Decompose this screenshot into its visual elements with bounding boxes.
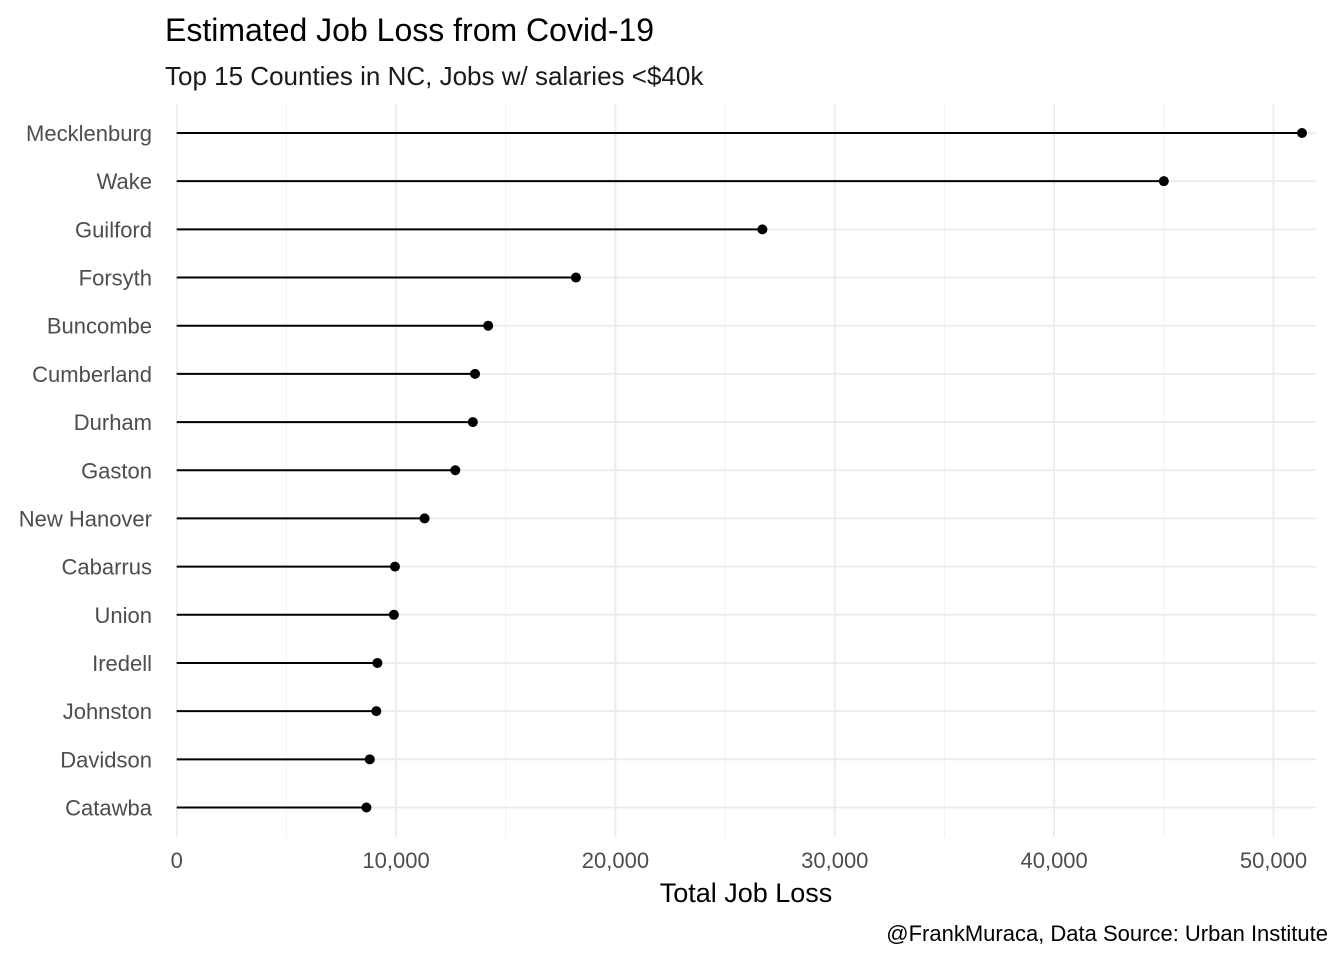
y-axis-labels: Mecklenburg Wake Guilford Forsyth Buncombe Cu…: [19, 121, 153, 821]
x-tick-label: 50,000: [1240, 848, 1307, 873]
y-tick-label: Durham: [74, 410, 152, 435]
chart-title: Estimated Job Loss from Covid-19: [165, 12, 654, 48]
y-tick-label: Gaston: [81, 458, 152, 483]
data-marks: [176, 128, 1308, 813]
lollipop-point: [388, 609, 399, 620]
lollipop-point: [757, 224, 768, 235]
y-tick-label: Cabarrus: [62, 555, 152, 580]
x-tick-label: 40,000: [1020, 848, 1087, 873]
lollipop-point: [450, 465, 461, 476]
x-tick-label: 0: [171, 848, 183, 873]
y-tick-label: Cumberland: [32, 362, 152, 387]
y-tick-label: New Hanover: [19, 506, 152, 531]
x-tick-label: 10,000: [362, 848, 429, 873]
lollipop-point: [467, 417, 478, 428]
x-axis-title: Total Job Loss: [660, 878, 833, 908]
lollipop-point: [371, 706, 382, 717]
x-axis-labels: 0 10,000 20,000 30,000 40,000 50,000: [171, 848, 1308, 873]
chart-caption: @FrankMuraca, Data Source: Urban Institu…: [886, 921, 1328, 946]
lollipop-point: [389, 561, 400, 572]
lollipop-point: [470, 368, 481, 379]
lollipop-point: [483, 320, 494, 331]
lollipop-point: [1158, 176, 1169, 187]
lollipop-point: [1297, 128, 1308, 138]
y-tick-label: Iredell: [92, 651, 152, 676]
lollipop-point: [364, 754, 375, 765]
y-tick-label: Forsyth: [79, 266, 152, 291]
y-tick-label: Davidson: [60, 747, 152, 772]
y-tick-label: Guilford: [75, 217, 152, 242]
lollipop-point: [570, 272, 581, 283]
y-tick-label: Buncombe: [47, 314, 152, 339]
lollipop-point: [372, 657, 383, 668]
lollipop-point: [361, 802, 372, 813]
x-tick-label: 20,000: [582, 848, 649, 873]
lollipop-point: [419, 513, 430, 524]
y-tick-label: Union: [95, 603, 152, 628]
y-tick-label: Catawba: [65, 796, 153, 821]
y-tick-label: Wake: [97, 169, 152, 194]
y-tick-label: Mecklenburg: [26, 121, 152, 146]
chart-subtitle: Top 15 Counties in NC, Jobs w/ salaries …: [165, 61, 704, 91]
x-tick-label: 30,000: [801, 848, 868, 873]
y-tick-label: Johnston: [63, 699, 152, 724]
